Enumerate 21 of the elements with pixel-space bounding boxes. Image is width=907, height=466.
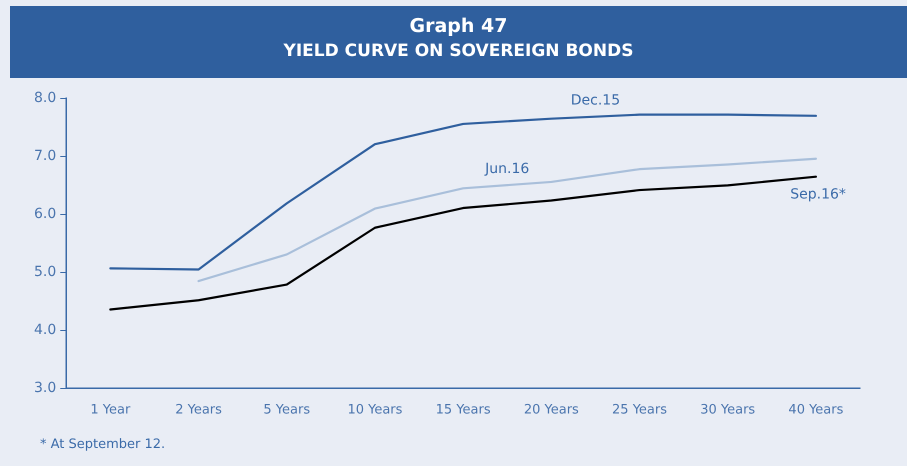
x-tick-label: 2 Years <box>175 402 222 418</box>
x-tick-label: 40 Years <box>788 402 844 418</box>
text: * At September 12. <box>40 437 166 452</box>
series-label: Dec.15 <box>570 92 620 108</box>
x-tick-label: 10 Years <box>347 402 403 418</box>
x-tick-label: 15 Years <box>436 402 491 418</box>
x-tick-label: 20 Years <box>524 402 580 418</box>
series-label: Sep.16* <box>790 186 846 202</box>
y-tick-label: 7.0 <box>34 148 56 164</box>
x-tick-label: 25 Years <box>612 402 668 418</box>
y-tick-label: 8.0 <box>34 90 56 106</box>
chart-subtitle: YIELD CURVE ON SOVEREIGN BONDS <box>282 41 634 61</box>
y-tick-label: 3.0 <box>34 380 56 396</box>
series-label: Jun.16 <box>484 160 530 177</box>
y-tick-label: 4.0 <box>34 322 56 338</box>
x-tick-label: 1 Year <box>90 402 131 418</box>
y-tick-label: 6.0 <box>34 206 56 222</box>
chart-title: Graph 47 <box>408 15 508 37</box>
x-tick-label: 30 Years <box>700 402 756 418</box>
x-tick-label: 5 Years <box>263 402 310 418</box>
y-tick-label: 5.0 <box>34 264 56 280</box>
